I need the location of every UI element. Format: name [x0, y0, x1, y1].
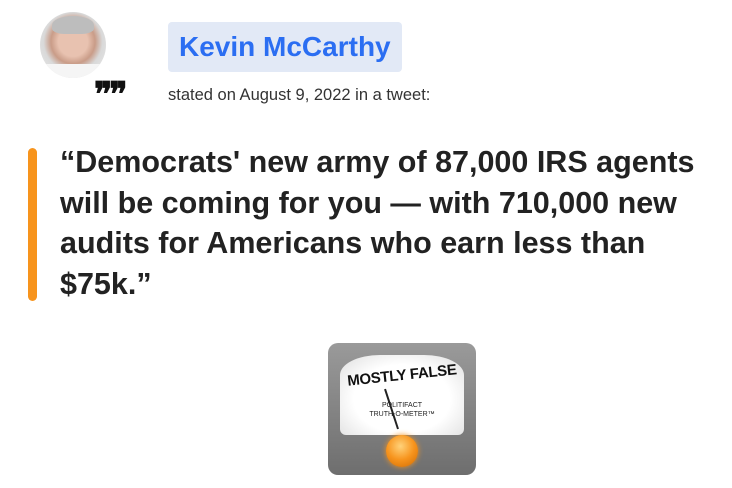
quote-accent-bar: [28, 148, 37, 301]
statement-quote: “Democrats' new army of 87,000 IRS agent…: [60, 145, 695, 301]
meter-brand: POLITIFACT TRUTH-O-METER™: [340, 401, 464, 419]
meter-knob: [386, 435, 418, 467]
truth-o-meter: MOSTLY FALSE POLITIFACT TRUTH-O-METER™: [328, 343, 476, 475]
speaker-name-link[interactable]: Kevin McCarthy: [168, 22, 402, 72]
avatar-shirt: [46, 64, 100, 78]
avatar-hair: [52, 16, 94, 34]
brand-line2: TRUTH-O-METER™: [369, 411, 435, 418]
brand-line1: POLITIFACT: [381, 402, 423, 409]
rating-label: MOSTLY FALSE: [346, 361, 458, 390]
statement-meta: stated on August 9, 2022 in a tweet:: [168, 86, 431, 104]
quote-marks-icon: ❞❞: [94, 75, 128, 115]
meter-dial: MOSTLY FALSE POLITIFACT TRUTH-O-METER™: [340, 355, 464, 435]
speaker-avatar[interactable]: [40, 12, 106, 78]
